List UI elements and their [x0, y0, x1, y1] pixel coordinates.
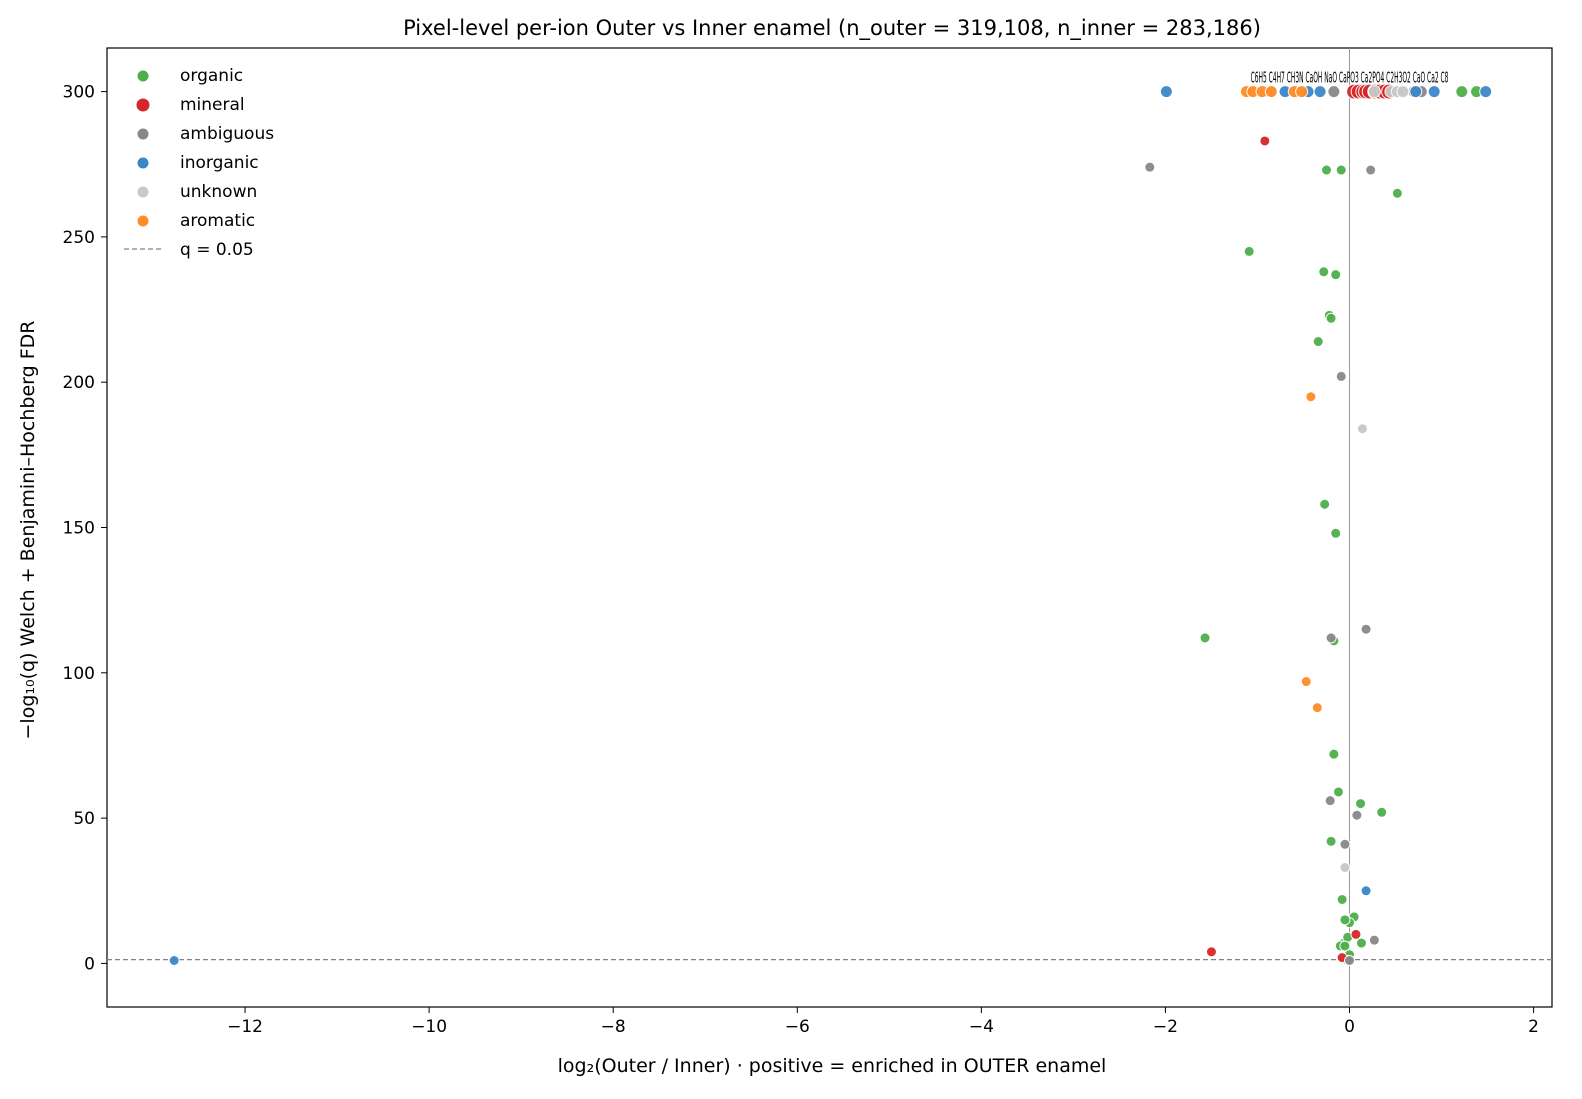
point-ambiguous: [1344, 955, 1356, 967]
points-layer: [168, 83, 1493, 967]
point-inorganic: [1159, 85, 1173, 99]
point-mineral: [1205, 946, 1217, 958]
point-ambiguous: [1327, 85, 1341, 99]
point-ambiguous: [1324, 795, 1336, 807]
x-tick-label: −8: [601, 1017, 626, 1037]
y-tick-label: 200: [63, 373, 95, 393]
point-aromatic: [1295, 85, 1309, 99]
point-organic: [1391, 187, 1403, 199]
legend-marker-inorganic: [136, 156, 150, 170]
point-organic: [1355, 798, 1367, 810]
point-organic: [1325, 835, 1337, 847]
top-annotation: C6H5 C4H7 CH3N CaOH NaO CaPO3 Ca2PO4 C2H…: [1251, 69, 1449, 87]
point-organic: [1455, 85, 1469, 99]
point-inorganic: [1409, 85, 1423, 99]
point-organic: [1318, 266, 1330, 278]
x-tick-label: −2: [1153, 1017, 1178, 1037]
x-axis: −12 −10 −8 −6 −4 −2 0 2: [227, 1007, 1539, 1037]
point-unknown: [1367, 85, 1381, 99]
legend-label-threshold: q = 0.05: [180, 240, 254, 260]
point-ambiguous: [1144, 161, 1156, 173]
chart-title: Pixel-level per-ion Outer vs Inner ename…: [403, 16, 1261, 41]
point-unknown: [1396, 85, 1410, 99]
x-tick-label: 0: [1344, 1017, 1355, 1037]
point-organic: [1335, 164, 1347, 176]
point-organic: [1339, 940, 1351, 952]
legend-marker-aromatic: [136, 214, 150, 228]
x-tick-label: −4: [969, 1017, 994, 1037]
point-aromatic: [1264, 85, 1278, 99]
point-aromatic: [1311, 702, 1323, 714]
legend-label-inorganic: inorganic: [180, 153, 259, 173]
point-organic: [1319, 498, 1331, 510]
legend-label-aromatic: aromatic: [180, 211, 255, 231]
point-ambiguous: [1325, 632, 1337, 644]
point-mineral: [1259, 135, 1271, 147]
point-organic: [1328, 748, 1340, 760]
point-organic: [1312, 336, 1324, 348]
plot-area: [106, 47, 1553, 1008]
legend-label-mineral: mineral: [180, 95, 245, 115]
y-axis-label: −log₁₀(q) Welch + Benjamini–Hochberg FDR: [17, 321, 39, 740]
legend-label-organic: organic: [180, 66, 243, 86]
point-inorganic: [1313, 85, 1327, 99]
point-inorganic: [1427, 85, 1441, 99]
y-tick-label: 100: [63, 664, 95, 684]
point-inorganic: [168, 955, 180, 967]
point-ambiguous: [1351, 809, 1363, 821]
point-mineral: [1350, 928, 1362, 940]
legend-marker-ambiguous: [136, 127, 150, 141]
point-organic: [1330, 527, 1342, 539]
legend-label-ambiguous: ambiguous: [180, 124, 274, 144]
point-ambiguous: [1365, 164, 1377, 176]
point-ambiguous: [1335, 370, 1347, 382]
point-organic: [1355, 937, 1367, 949]
x-tick-label: 2: [1528, 1017, 1539, 1037]
y-tick-label: 0: [84, 954, 95, 974]
point-aromatic: [1300, 676, 1312, 688]
point-organic: [1330, 269, 1342, 281]
point-inorganic: [1360, 885, 1372, 897]
point-aromatic: [1305, 391, 1317, 403]
point-unknown: [1356, 423, 1368, 435]
point-organic: [1321, 164, 1333, 176]
point-organic: [1332, 786, 1344, 798]
point-unknown: [1339, 862, 1351, 874]
point-organic: [1199, 632, 1211, 644]
legend: organic mineral ambiguous inorganic unknown a…: [124, 66, 274, 260]
point-organic: [1336, 893, 1348, 905]
x-tick-label: −6: [785, 1017, 810, 1037]
x-tick-label: −10: [411, 1017, 447, 1037]
legend-marker-mineral: [135, 97, 151, 113]
point-organic: [1325, 312, 1337, 324]
x-axis-label: log₂(Outer / Inner) · positive = enriche…: [558, 1055, 1107, 1077]
x-tick-label: −12: [227, 1017, 263, 1037]
point-organic: [1243, 245, 1255, 257]
y-axis: 0 50 100 150 200 250 300: [63, 83, 107, 974]
y-tick-label: 150: [63, 519, 95, 539]
legend-marker-unknown: [136, 185, 150, 199]
point-ambiguous: [1360, 623, 1372, 635]
point-organic: [1376, 806, 1388, 818]
point-organic: [1339, 914, 1351, 926]
legend-marker-organic: [136, 69, 150, 83]
y-tick-label: 300: [63, 83, 95, 103]
legend-label-unknown: unknown: [180, 182, 257, 202]
point-ambiguous: [1339, 838, 1351, 850]
point-ambiguous: [1368, 934, 1380, 946]
point-inorganic: [1479, 85, 1493, 99]
y-tick-label: 250: [63, 228, 95, 248]
y-tick-label: 50: [73, 809, 95, 829]
